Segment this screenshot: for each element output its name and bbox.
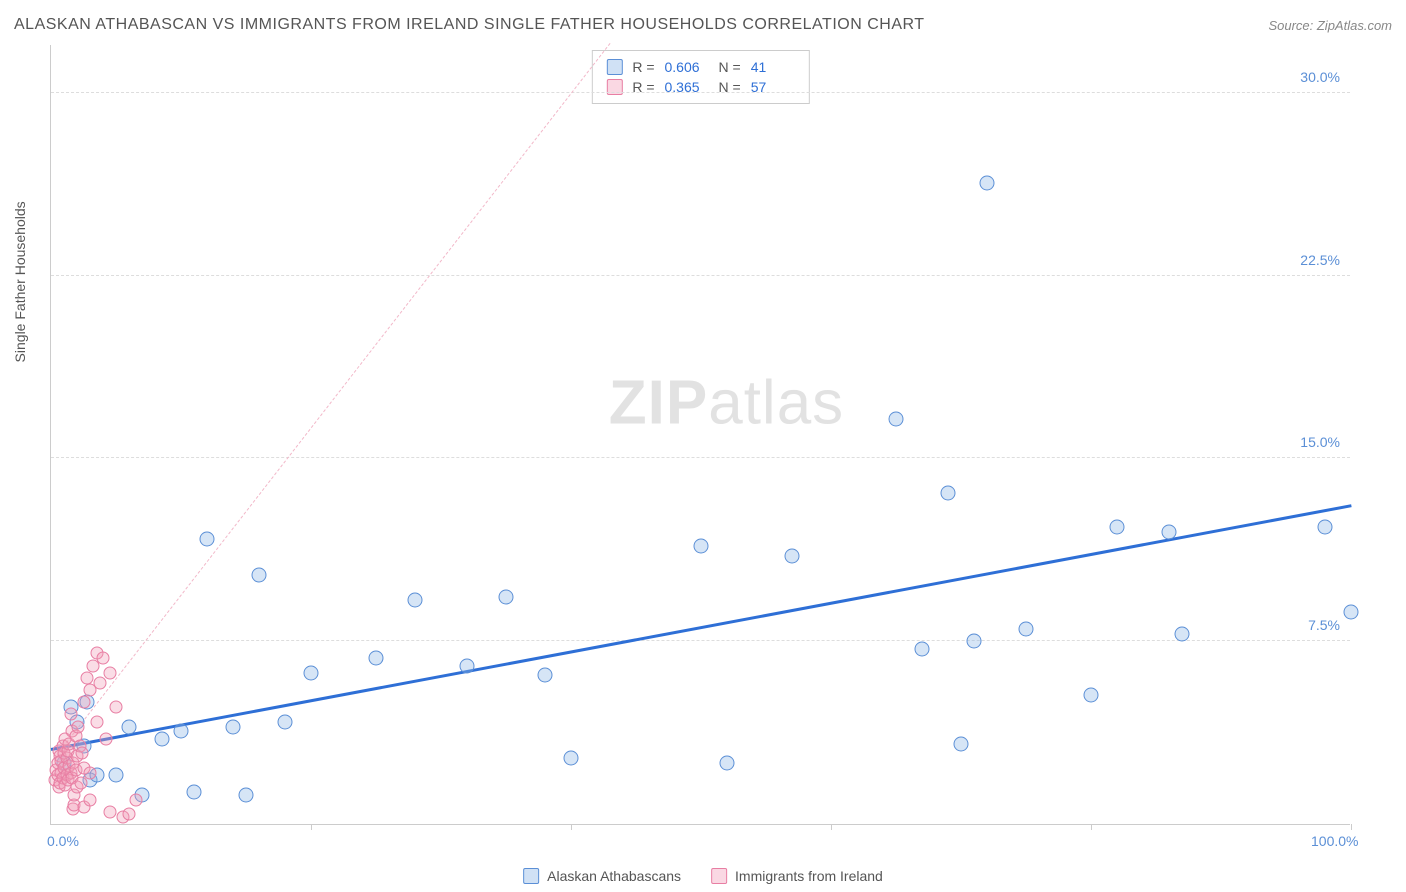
y-tick-label: 7.5% [1308, 617, 1340, 633]
data-point-blue [278, 714, 293, 729]
r-value-blue: 0.606 [665, 59, 709, 75]
trendline-pink [51, 43, 611, 763]
x-tick-mark [311, 824, 312, 830]
data-point-pink [110, 701, 123, 714]
data-point-blue [408, 592, 423, 607]
data-point-blue [109, 768, 124, 783]
legend-item-pink: Immigrants from Ireland [711, 868, 883, 884]
data-point-pink [123, 808, 136, 821]
data-point-blue [980, 175, 995, 190]
data-point-blue [1084, 687, 1099, 702]
plot-region: ZIPatlas R = 0.606 N = 41 R = 0.365 N = … [50, 45, 1350, 825]
data-point-pink [103, 805, 116, 818]
data-point-blue [967, 634, 982, 649]
r-label: R = [632, 59, 654, 75]
data-point-blue [499, 590, 514, 605]
data-point-blue [720, 756, 735, 771]
data-point-blue [1344, 604, 1359, 619]
chart-source: Source: ZipAtlas.com [1268, 18, 1392, 33]
legend-label-pink: Immigrants from Ireland [735, 868, 883, 884]
data-point-blue [538, 668, 553, 683]
y-axis-label: Single Father Households [12, 201, 28, 362]
data-point-pink [77, 696, 90, 709]
data-point-blue [694, 539, 709, 554]
gridline [51, 92, 1350, 93]
data-point-blue [941, 485, 956, 500]
n-label: N = [719, 59, 741, 75]
chart-area: Single Father Households ZIPatlas R = 0.… [50, 45, 1350, 825]
data-point-pink [84, 766, 97, 779]
data-point-pink [103, 666, 116, 679]
legend-item-blue: Alaskan Athabascans [523, 868, 681, 884]
gridline [51, 275, 1350, 276]
series-legend: Alaskan Athabascans Immigrants from Irel… [523, 868, 883, 884]
x-tick-mark [1351, 824, 1352, 830]
chart-title: ALASKAN ATHABASCAN VS IMMIGRANTS FROM IR… [14, 16, 925, 34]
data-point-blue [174, 724, 189, 739]
data-point-blue [200, 531, 215, 546]
x-tick-mark [1091, 824, 1092, 830]
data-point-pink [99, 732, 112, 745]
data-point-pink [129, 793, 142, 806]
y-tick-label: 22.5% [1300, 252, 1340, 268]
data-point-blue [915, 641, 930, 656]
y-tick-label: 30.0% [1300, 69, 1340, 85]
data-point-blue [1318, 519, 1333, 534]
data-point-blue [889, 412, 904, 427]
data-point-blue [1162, 524, 1177, 539]
y-tick-label: 15.0% [1300, 434, 1340, 450]
legend-row-pink: R = 0.365 N = 57 [606, 77, 794, 97]
watermark: ZIPatlas [609, 368, 844, 439]
watermark-light: atlas [708, 369, 844, 438]
data-point-blue [954, 736, 969, 751]
data-point-blue [460, 658, 475, 673]
x-tick-label: 0.0% [47, 833, 79, 849]
gridline [51, 457, 1350, 458]
data-point-pink [64, 708, 77, 721]
legend-label-blue: Alaskan Athabascans [547, 868, 681, 884]
data-point-blue [239, 787, 254, 802]
x-tick-label: 100.0% [1311, 833, 1358, 849]
x-tick-mark [831, 824, 832, 830]
data-point-pink [90, 715, 103, 728]
data-point-pink [76, 747, 89, 760]
data-point-blue [369, 651, 384, 666]
data-point-pink [81, 671, 94, 684]
swatch-blue-icon [606, 59, 622, 75]
data-point-blue [1110, 519, 1125, 534]
data-point-blue [252, 568, 267, 583]
x-tick-mark [571, 824, 572, 830]
watermark-bold: ZIP [609, 369, 708, 438]
data-point-pink [97, 652, 110, 665]
data-point-blue [154, 731, 169, 746]
chart-header: ALASKAN ATHABASCAN VS IMMIGRANTS FROM IR… [14, 16, 1392, 34]
data-point-blue [304, 665, 319, 680]
data-point-blue [226, 719, 241, 734]
swatch-blue-icon [523, 868, 539, 884]
data-point-pink [84, 793, 97, 806]
data-point-blue [785, 548, 800, 563]
n-value-blue: 41 [751, 59, 795, 75]
gridline [51, 640, 1350, 641]
data-point-blue [1175, 626, 1190, 641]
data-point-blue [564, 751, 579, 766]
swatch-pink-icon [711, 868, 727, 884]
legend-row-blue: R = 0.606 N = 41 [606, 57, 794, 77]
data-point-blue [122, 719, 137, 734]
data-point-blue [1019, 622, 1034, 637]
data-point-blue [187, 785, 202, 800]
correlation-legend: R = 0.606 N = 41 R = 0.365 N = 57 [591, 50, 809, 104]
data-point-pink [72, 720, 85, 733]
